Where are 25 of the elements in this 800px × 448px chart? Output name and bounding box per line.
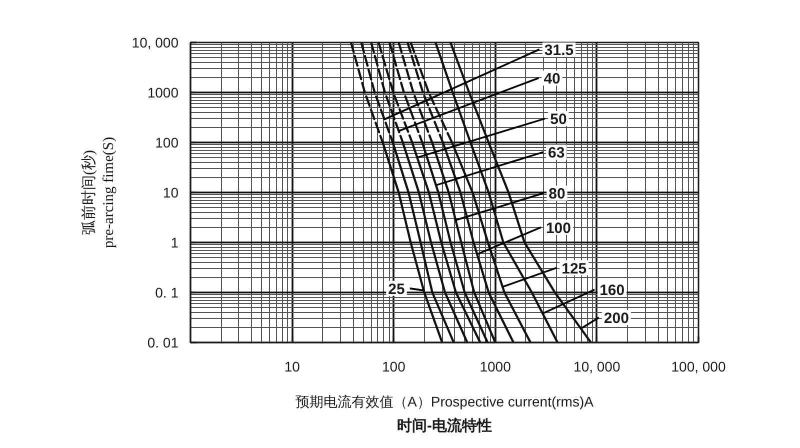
annotation: 63	[548, 144, 565, 162]
annotation: 80	[548, 186, 566, 203]
annotation: 25	[388, 280, 405, 298]
x-tick-label: 100	[382, 358, 406, 374]
y-tick-label: 1	[170, 234, 179, 250]
annotation: 160	[600, 282, 625, 300]
x-tick-label: 10	[284, 358, 300, 374]
annotation: 100	[546, 220, 571, 237]
y-tick-label: 100	[155, 134, 179, 150]
annotation: 125	[562, 260, 587, 278]
y-tick-label: 0. 1	[155, 284, 179, 300]
text: 时间-电流特性	[397, 416, 492, 434]
annotation: 40	[544, 70, 560, 88]
x-tick-label: 100, 000	[671, 358, 726, 374]
y-tick-label: 1000	[147, 84, 179, 100]
y-tick-label: 10	[162, 184, 179, 200]
annotation: 31.5	[544, 42, 574, 59]
annotation: 200	[604, 310, 629, 328]
y-axis-title: 弧前时间(秒) pre-arcing fime(S)	[80, 136, 117, 248]
y-tick-label: 10, 000	[132, 34, 179, 50]
x-axis-title: 预期电流有效值（A）Prospective current(rms)A	[296, 394, 594, 410]
y-tick-label: 0. 01	[147, 334, 179, 350]
x-tick-label: 10, 000	[574, 358, 620, 374]
x-tick-label: 1000	[480, 358, 512, 374]
annotation: 50	[550, 111, 567, 128]
